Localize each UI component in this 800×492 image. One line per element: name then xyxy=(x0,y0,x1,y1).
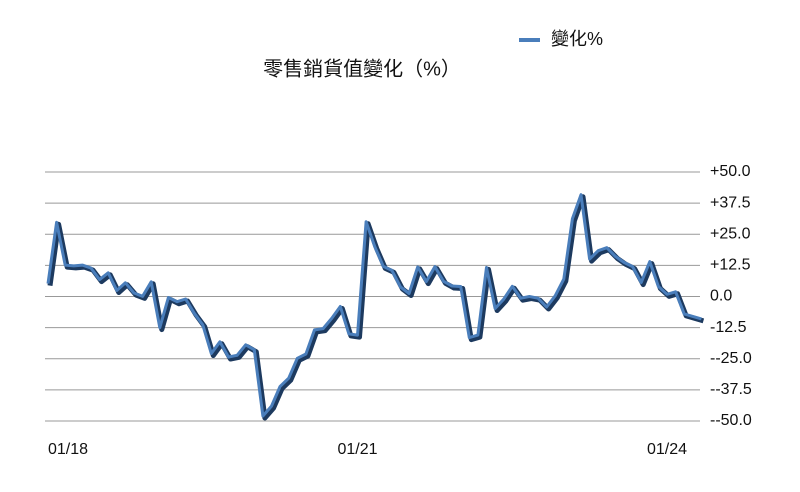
y-tick-label: 0.0 xyxy=(710,288,732,305)
y-tick-label: -12.5 xyxy=(710,319,747,336)
y-tick-label: --25.0 xyxy=(710,350,752,367)
x-tick-label: 01/24 xyxy=(647,441,687,458)
series-line xyxy=(47,194,705,421)
x-tick-label: 01/18 xyxy=(48,441,88,458)
y-tick-label: --37.5 xyxy=(710,381,752,398)
y-tick-label: +37.5 xyxy=(710,194,751,211)
x-tick-label: 01/21 xyxy=(337,441,377,458)
y-tick-label: +12.5 xyxy=(710,257,751,274)
legend-label: 變化% xyxy=(551,29,603,49)
y-tick-label: +50.0 xyxy=(710,163,751,180)
y-tick-label: +25.0 xyxy=(710,225,751,242)
y-tick-label: --50.0 xyxy=(710,412,752,429)
series-line xyxy=(46,193,702,418)
chart-title: 零售銷貨值變化（%） xyxy=(263,57,461,80)
